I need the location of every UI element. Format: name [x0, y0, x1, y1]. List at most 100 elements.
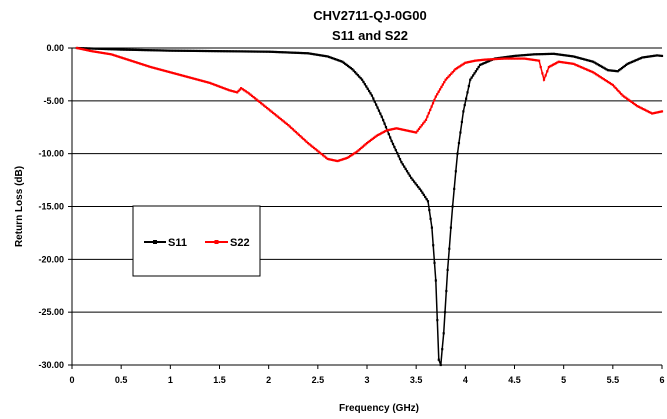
- data-point-s22: [549, 65, 552, 68]
- data-point-s11: [609, 69, 612, 72]
- data-point-s22: [309, 144, 313, 147]
- data-point-s11: [255, 50, 258, 53]
- data-point-s22: [416, 129, 419, 132]
- data-point-s11: [659, 54, 662, 57]
- data-point-s22: [157, 67, 160, 71]
- data-point-s11: [213, 50, 217, 53]
- data-point-s11: [525, 53, 528, 57]
- data-point-s22: [587, 69, 590, 72]
- data-point-s11: [322, 54, 325, 57]
- data-point-s22: [441, 83, 444, 86]
- data-point-s22: [337, 159, 341, 162]
- legend: S11 S22: [132, 205, 261, 277]
- data-point-s22: [119, 56, 122, 59]
- data-point-s22: [537, 59, 541, 62]
- data-point-s22: [226, 88, 229, 91]
- data-point-s11: [137, 48, 141, 52]
- data-point-s11: [172, 49, 175, 52]
- data-point-s11: [620, 66, 624, 70]
- data-point-s11: [315, 53, 319, 56]
- data-point-s22: [460, 64, 463, 67]
- data-point-s22: [627, 98, 630, 101]
- data-point-s22: [342, 158, 345, 161]
- x-tick-label: 1: [168, 375, 173, 385]
- y-tick-label: -25.00: [38, 307, 64, 317]
- data-point-s22: [216, 84, 219, 87]
- data-point-s22: [553, 62, 556, 66]
- data-point-s11: [145, 49, 148, 52]
- data-point-s22: [413, 131, 416, 134]
- data-point-s11: [454, 170, 457, 173]
- data-point-s22: [247, 92, 251, 95]
- data-point-s22: [584, 67, 587, 71]
- data-point-s11: [349, 66, 352, 70]
- data-point-s22: [592, 71, 595, 74]
- data-point-s11: [221, 50, 224, 53]
- legend-label-s11: S11: [168, 237, 187, 249]
- data-point-s11: [353, 71, 357, 74]
- data-point-s11: [306, 52, 310, 55]
- data-point-s11: [394, 148, 397, 152]
- data-point-s11: [623, 64, 626, 68]
- data-point-s11: [593, 61, 596, 64]
- data-point-s11: [227, 50, 230, 53]
- data-point-s22: [598, 75, 601, 78]
- data-point-s11: [263, 50, 266, 53]
- data-point-s22: [572, 62, 575, 65]
- data-point-s22: [116, 55, 119, 58]
- data-point-s22: [349, 154, 352, 158]
- data-point-s22: [489, 58, 493, 61]
- data-point-s22: [327, 158, 331, 161]
- data-point-s22: [371, 137, 374, 140]
- data-point-s22: [357, 149, 360, 152]
- data-point-s22: [377, 133, 380, 137]
- data-point-s11: [218, 50, 221, 53]
- data-point-s22: [556, 61, 559, 64]
- x-tick-label: 5.5: [607, 375, 620, 385]
- data-point-s11: [302, 52, 305, 55]
- data-point-s22: [567, 62, 571, 65]
- data-point-s11: [360, 78, 364, 81]
- data-point-s11: [537, 53, 540, 56]
- data-point-s11: [481, 62, 485, 65]
- data-point-s22: [234, 90, 237, 94]
- data-point-s22: [350, 154, 353, 157]
- data-point-s11: [210, 49, 214, 53]
- data-point-s11: [309, 52, 313, 55]
- data-point-s11: [581, 57, 584, 60]
- data-point-s22: [483, 58, 487, 61]
- data-point-s11: [487, 60, 491, 63]
- data-point-s22: [468, 60, 471, 63]
- data-point-s11: [140, 48, 144, 52]
- data-point-s22: [557, 60, 560, 63]
- data-point-s22: [161, 69, 164, 72]
- data-point-s22: [290, 126, 293, 130]
- data-point-s22: [623, 95, 626, 98]
- data-point-s22: [415, 131, 418, 134]
- data-point-s11: [486, 60, 489, 63]
- data-point-s11: [387, 132, 390, 136]
- x-tick-label: 3: [364, 375, 369, 385]
- data-point-s11: [612, 69, 615, 72]
- data-point-s11: [106, 48, 109, 51]
- data-point-s22: [547, 65, 551, 69]
- data-point-s22: [169, 71, 172, 74]
- data-point-s22: [120, 56, 124, 59]
- data-point-s11: [308, 52, 311, 55]
- data-point-s22: [158, 68, 161, 71]
- data-point-s22: [482, 58, 485, 61]
- data-point-s11: [84, 47, 87, 50]
- data-point-s22: [105, 52, 108, 55]
- data-point-s22: [131, 60, 134, 63]
- data-point-s22: [451, 71, 454, 74]
- data-point-s22: [138, 62, 142, 65]
- data-point-s11: [480, 63, 483, 66]
- data-point-s11: [285, 51, 288, 54]
- data-point-s22: [193, 77, 196, 80]
- data-point-s22: [408, 129, 411, 133]
- data-point-s22: [589, 69, 592, 73]
- legend-marker-s22: [214, 240, 219, 244]
- data-point-s11: [133, 48, 136, 51]
- data-point-s22: [256, 99, 260, 102]
- y-tick-label: -10.00: [38, 149, 64, 159]
